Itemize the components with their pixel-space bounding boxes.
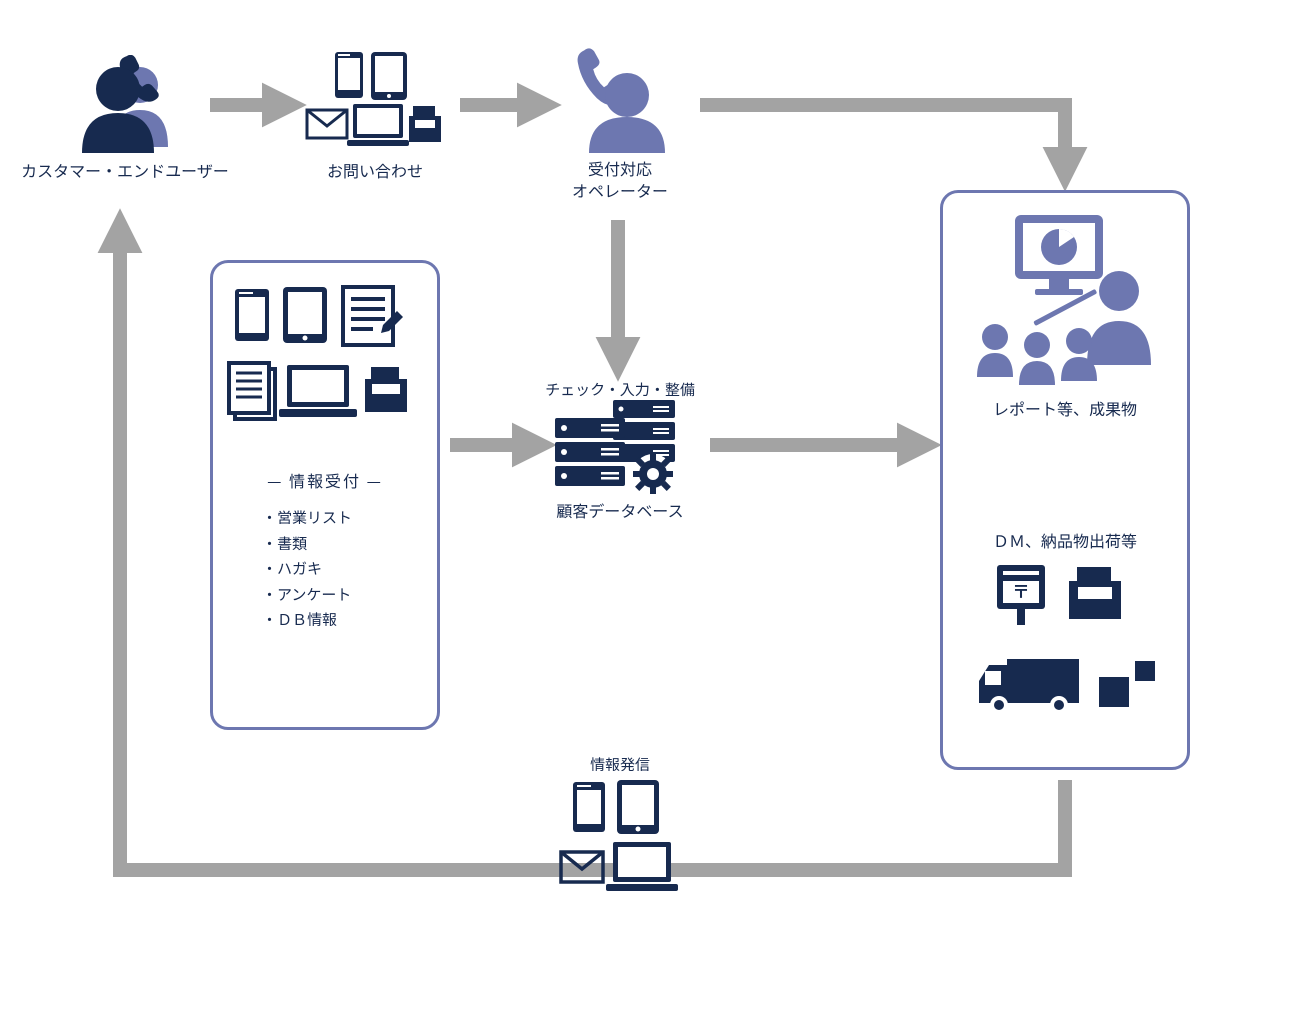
report-icon [965, 215, 1165, 385]
info-item-4: ・ＤＢ情報 [262, 607, 352, 633]
database-icon [555, 400, 690, 495]
shipping-label: ＤＭ、納品物出荷等 [940, 530, 1190, 552]
info-receive-title: — 情報受付 — [210, 470, 440, 492]
customer-label: カスタマー・エンドユーザー [20, 160, 230, 182]
info-item-3: ・アンケート [262, 582, 352, 608]
operator-icon [575, 45, 670, 155]
database-bottom-label: 顧客データベース [540, 500, 700, 522]
svg-text:〒: 〒 [1012, 578, 1030, 604]
info-item-2: ・ハガキ [262, 556, 352, 582]
inquiry-icons [305, 50, 445, 160]
report-label: レポート等、成果物 [940, 398, 1190, 420]
info-receive-list: ・営業リスト ・書類 ・ハガキ ・アンケート ・ＤＢ情報 [262, 505, 352, 633]
arrow-operator-to-report [700, 105, 1065, 175]
info-receive-icons [225, 285, 425, 445]
database-top-label: チェック・入力・整備 [540, 380, 700, 400]
outbound-icons [555, 780, 685, 900]
info-item-0: ・営業リスト [262, 505, 352, 531]
inquiry-label: お問い合わせ [300, 160, 450, 182]
flowchart-canvas: カスタマー・エンドユーザー [0, 0, 1300, 1009]
operator-label: 受付対応 オペレーター [545, 158, 695, 201]
customer-icon [70, 55, 180, 155]
outbound-label: 情報発信 [560, 755, 680, 775]
shipping-icons: 〒 [975, 565, 1165, 735]
info-item-1: ・書類 [262, 531, 352, 557]
